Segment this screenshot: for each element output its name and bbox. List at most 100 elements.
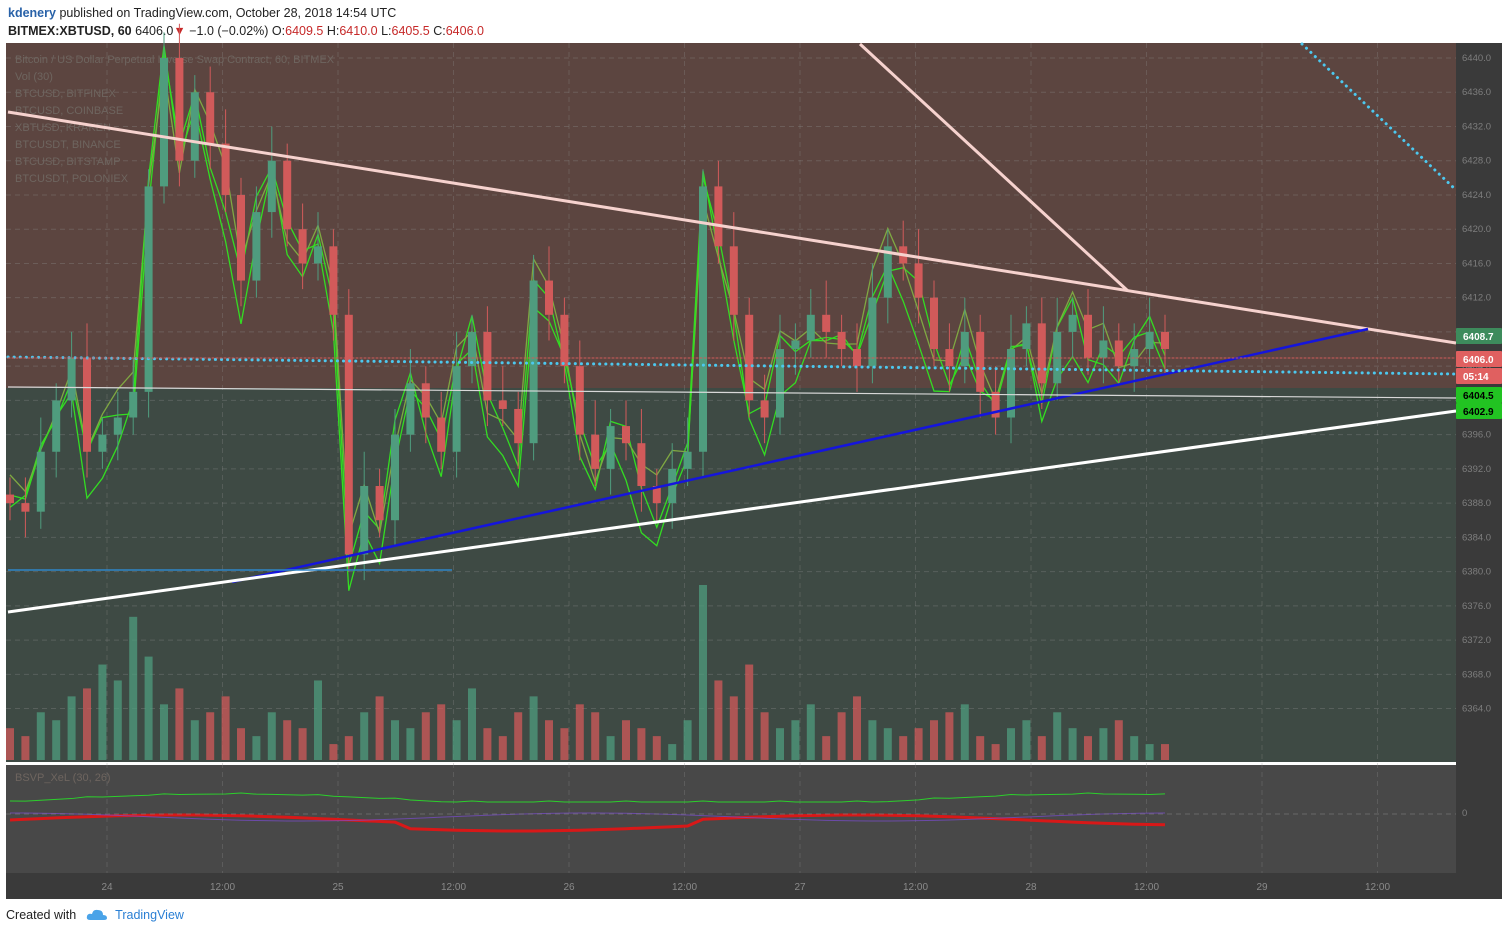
volume-bar [591,712,600,760]
price-tick-label: 6376.0 [1462,601,1491,612]
price-badges: 6408.7 6406.0 05:14 6404.5 6402.9 [1456,328,1502,419]
volume-bar [791,720,800,760]
candle-body [221,143,230,195]
legend-entry: BTCUSD, BITSTAMP [15,156,121,168]
price-tick-label: 6440.0 [1462,53,1491,64]
volume-bar [190,720,199,760]
indicator-green-line [9,792,1166,803]
candle-body [483,331,492,401]
candle-body [113,417,122,435]
candle-body [1099,340,1108,358]
volume-bar [375,696,384,760]
candle-body [683,451,692,469]
author-name[interactable]: kdenery [8,6,56,20]
legend-entry: BTCUSD, BITFINEX [15,88,117,100]
tradingview-brand[interactable]: TradingView [115,908,184,922]
time-tick-label: 25 [332,882,344,893]
volume-bar [1084,736,1092,760]
candle-body [298,229,307,264]
volume-bar [283,720,292,760]
time-tick-label: 12:00 [672,882,697,893]
candle-body [1022,323,1031,350]
candle-body [329,246,338,315]
time-tick-label: 12:00 [1134,882,1159,893]
volume-bar [883,728,892,760]
volume-bar [560,728,569,760]
legend-entry: BTCUSD, COINBASE [15,105,123,117]
volume-bar [960,704,969,760]
time-tick-labels: 24 12:00 25 12:00 26 12:00 27 12:00 28 12:00 29 12:… [101,882,1390,893]
volume-bar [1022,720,1031,760]
volume-bar [760,712,769,760]
volume-bar [914,728,923,760]
time-tick-label: 26 [563,882,575,893]
volume-bar [452,720,461,760]
volume-bar [514,712,523,760]
indicator-red-line [9,813,1166,833]
price-tick-label: 6416.0 [1462,258,1491,269]
candle-body [437,417,446,452]
time-tick-label: 28 [1025,882,1037,893]
candle-body [21,503,30,512]
price-badge [1456,387,1502,403]
price-tick-label: 6384.0 [1462,532,1491,543]
volume-bar [314,680,322,760]
tradingview-cloud-icon [86,909,107,920]
price-badge-label: 6408.7 [1463,332,1494,343]
candle-body [314,246,322,264]
candle-body [837,331,846,350]
volume-bar [406,728,415,760]
candle-body [498,400,507,409]
low-label: L: [381,24,392,38]
candle-body [452,366,461,452]
candle-body [406,383,415,435]
volume-bar [160,704,168,760]
downtrend-line-pink [7,110,1457,345]
volume-bar [329,744,338,760]
legend-entry: Bitcoin / US Dollar Perpetual Inverse Sw… [15,54,335,66]
price-badge [1456,368,1502,384]
open-value: 6409.5 [285,24,324,38]
steep-line-pink [858,42,1130,293]
volume-bar [67,696,76,760]
candle-body [714,186,723,247]
volume-bar [1053,712,1062,760]
volume-bar [98,664,107,760]
volume-bar [468,688,476,760]
candle-body [637,443,646,486]
close-value: 6406.0 [445,24,484,38]
price-tick-label: 6412.0 [1462,293,1491,304]
price-badge-label: 6406.0 [1463,355,1494,366]
candle-body [1145,331,1154,350]
candle-body [375,486,384,521]
open-label: O: [271,24,286,38]
volume-bar [252,736,261,760]
price-tick-label: 6420.0 [1462,224,1491,235]
trend-lines[interactable] [6,42,1458,614]
candle-body [1114,340,1123,367]
candle-body [668,468,677,504]
volume-bar [498,736,507,760]
price-axis [1456,43,1502,873]
price-badge [1456,328,1502,344]
candle-body [760,400,769,418]
volume-bar [930,720,938,760]
symbol-label: BITMEX:XBTUSD, 60 [8,24,132,38]
volume-bar [714,680,723,760]
volume-bar [113,680,122,760]
volume-bar [545,720,553,760]
legend-entry: BTCUSDT, POLONIEX [15,173,129,185]
candle-body [991,391,1000,418]
candle-body [344,314,353,555]
candle-body [252,212,261,281]
volume-bar [606,736,615,760]
time-tick-label: 12:00 [903,882,928,893]
volume-bar [976,736,985,760]
time-tick-label: 12:00 [210,882,235,893]
price-tick-label: 6392.0 [1462,464,1491,475]
volume-bar [745,664,754,760]
candle-body [206,92,215,144]
candle-body [806,314,815,341]
candle-body [529,280,538,444]
